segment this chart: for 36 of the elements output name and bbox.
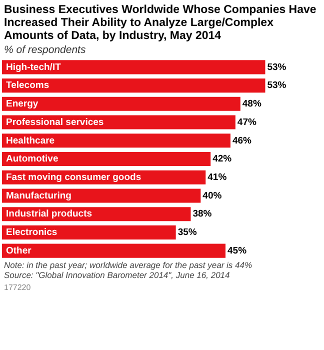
- bar: [2, 188, 201, 203]
- bar: [2, 225, 176, 240]
- y-tick-label: Professional services: [6, 116, 104, 128]
- bar: [2, 244, 226, 258]
- y-tick-label: Telecoms: [6, 80, 50, 92]
- y-tick-label: Energy: [6, 98, 39, 110]
- bar: [2, 60, 266, 74]
- bar: [2, 115, 236, 130]
- data-label: 53%: [267, 62, 287, 73]
- y-tick-label: Industrial products: [6, 208, 92, 220]
- bar: [2, 78, 266, 93]
- y-tick-label: Electronics: [6, 227, 58, 238]
- y-tick-label: Healthcare: [6, 135, 55, 146]
- chart-title: Business Executives Worldwide Whose Companies Have Increased Their Ability to Analyze Large/Complex Amounts of Data, by Industry, May 2014: [4, 4, 318, 43]
- y-tick-label: High-tech/IT: [6, 62, 62, 73]
- y-tick-label: Manufacturing: [6, 190, 72, 202]
- bar: [2, 96, 240, 111]
- data-label: 47%: [237, 116, 257, 128]
- y-tick-label: Automotive: [6, 154, 58, 165]
- text: 177220: [4, 283, 32, 292]
- annotation: Note: in the past year; worldwide average for the past year is 44%: [4, 260, 254, 270]
- data-label: 45%: [228, 245, 248, 256]
- bar: [2, 152, 211, 166]
- data-label: 41%: [208, 172, 228, 183]
- y-tick-label: Other: [6, 245, 32, 256]
- data-label: 38%: [192, 208, 212, 220]
- data-label: 46%: [232, 135, 252, 146]
- source-note: Source: "Global Innovation Barometer 2014", June 16, 2014: [4, 270, 231, 280]
- data-label: 40%: [202, 190, 222, 202]
- y-tick-label: Fast moving consumer goods: [6, 172, 142, 183]
- data-label: 53%: [267, 80, 287, 92]
- bar: [2, 134, 230, 148]
- data-label: 48%: [242, 98, 262, 110]
- data-label: 42%: [212, 154, 232, 165]
- data-label: 35%: [178, 227, 198, 238]
- chart-subtitle: % of respondents: [4, 44, 87, 56]
